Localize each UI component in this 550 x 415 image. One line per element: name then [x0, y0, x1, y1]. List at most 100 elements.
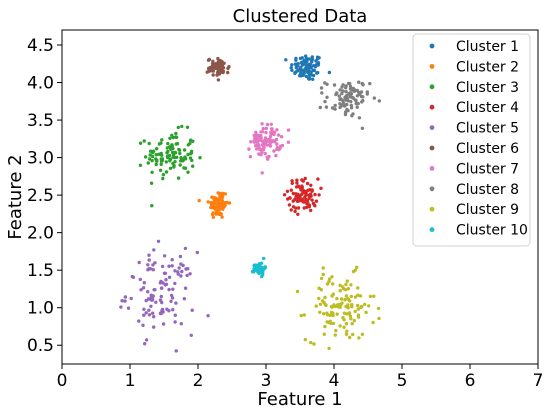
data-point	[344, 282, 348, 287]
legend-label: Cluster 10	[456, 223, 528, 239]
data-point	[198, 156, 202, 160]
data-point	[147, 157, 152, 161]
data-point	[261, 147, 266, 152]
data-point	[259, 136, 263, 141]
data-point	[186, 152, 190, 157]
data-point	[360, 81, 364, 86]
data-point	[247, 147, 251, 151]
data-point	[174, 131, 178, 136]
data-point	[146, 161, 150, 165]
data-point	[349, 99, 353, 104]
data-point	[211, 211, 215, 215]
data-point	[339, 302, 343, 307]
data-point	[341, 89, 345, 93]
data-point	[323, 324, 327, 329]
data-point	[284, 58, 288, 62]
data-point	[274, 137, 279, 142]
data-point	[336, 303, 340, 307]
data-point	[313, 192, 317, 197]
data-point	[295, 178, 299, 182]
data-point	[186, 267, 190, 271]
data-point	[167, 264, 171, 268]
data-point	[363, 302, 367, 307]
data-point	[169, 299, 173, 303]
data-point	[138, 277, 142, 282]
data-point	[119, 305, 123, 309]
data-point	[327, 321, 332, 325]
data-point	[129, 296, 133, 301]
data-point	[358, 294, 363, 298]
data-point	[147, 267, 151, 271]
data-point	[173, 269, 177, 273]
data-point	[367, 304, 371, 308]
data-point	[317, 296, 321, 301]
data-point	[150, 158, 154, 163]
data-point	[286, 140, 291, 144]
data-point	[339, 103, 344, 108]
data-point	[364, 310, 368, 315]
data-point	[341, 316, 345, 320]
data-point	[264, 126, 268, 131]
data-point	[250, 269, 255, 274]
data-point	[252, 133, 256, 138]
data-point	[177, 266, 181, 270]
legend-label: Cluster 3	[456, 80, 519, 96]
data-point	[150, 204, 154, 208]
data-point	[176, 125, 180, 130]
data-point	[270, 127, 274, 131]
data-point	[260, 130, 265, 134]
data-point	[333, 333, 337, 337]
data-point	[160, 300, 164, 305]
data-point	[182, 148, 187, 152]
data-point	[323, 99, 327, 104]
data-point	[191, 164, 195, 168]
data-point	[254, 130, 258, 134]
data-point	[357, 336, 361, 340]
data-point	[327, 346, 331, 351]
data-point	[296, 206, 301, 210]
data-point	[343, 103, 347, 107]
data-point	[150, 170, 154, 174]
data-point	[309, 340, 313, 345]
data-point	[306, 65, 311, 69]
data-point	[354, 101, 358, 106]
data-point	[147, 253, 151, 257]
data-point	[253, 144, 258, 148]
y-tick-label: 3.5	[27, 111, 54, 131]
data-point	[256, 140, 260, 144]
data-point	[315, 71, 319, 75]
data-point	[164, 160, 168, 164]
data-point	[318, 310, 322, 314]
data-point	[166, 141, 170, 146]
data-point	[212, 196, 217, 200]
data-point	[180, 124, 184, 129]
data-point	[325, 95, 329, 100]
legend-item-cluster-6: Cluster 6	[429, 141, 519, 157]
data-point	[156, 239, 161, 243]
data-point	[152, 325, 156, 329]
data-point	[311, 68, 316, 72]
legend-marker	[429, 145, 435, 151]
data-point	[263, 266, 267, 270]
data-point	[160, 264, 165, 269]
data-point	[322, 332, 326, 336]
data-points	[119, 54, 381, 353]
data-point	[165, 146, 169, 150]
data-point	[308, 193, 312, 197]
data-point	[215, 65, 219, 70]
data-point	[321, 272, 325, 277]
data-point	[327, 280, 331, 284]
data-point	[218, 63, 222, 67]
data-point	[303, 337, 307, 342]
data-point	[151, 149, 156, 153]
data-point	[183, 286, 188, 290]
data-point	[257, 152, 261, 156]
data-point	[355, 105, 359, 109]
data-point	[264, 130, 268, 135]
data-point	[344, 332, 349, 336]
data-point	[177, 147, 181, 152]
data-point	[143, 155, 148, 159]
data-point	[310, 198, 314, 202]
data-point	[211, 59, 215, 63]
data-point	[317, 193, 321, 197]
